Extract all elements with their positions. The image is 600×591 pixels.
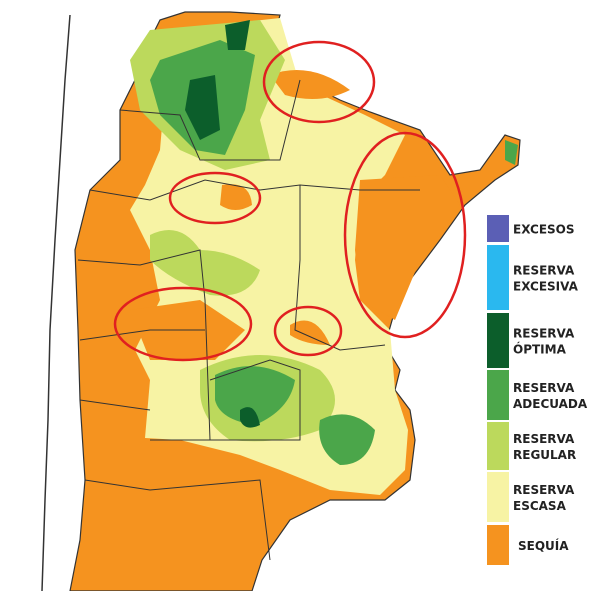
- legend-label: RESERVA: [513, 483, 575, 497]
- optimal-zone: [225, 20, 250, 50]
- legend-swatch: [487, 215, 509, 242]
- drought-patch: [355, 175, 460, 320]
- legend-label: EXCESIVA: [513, 280, 579, 294]
- legend-swatch: [487, 245, 509, 310]
- legend-swatch: [487, 525, 509, 565]
- drought-patch: [290, 320, 330, 345]
- legend: EXCESOSRESERVAEXCESIVARESERVAÓPTIMARESER…: [487, 215, 588, 565]
- legend-swatch: [487, 370, 509, 420]
- legend-swatch: [487, 422, 509, 470]
- adequate-zone: [215, 366, 295, 425]
- legend-label: RESERVA: [513, 381, 575, 395]
- optimal-zone: [185, 75, 220, 140]
- adequate-zone: [319, 414, 375, 465]
- chile-border: [41, 14, 71, 591]
- legend-label: REGULAR: [513, 448, 576, 462]
- drought-patch: [270, 70, 350, 99]
- legend-label: RESERVA: [513, 432, 575, 446]
- province-borders: [77, 79, 420, 561]
- drought-patch: [220, 184, 252, 210]
- optimal-zone: [240, 407, 260, 428]
- highlight-circles: [113, 40, 467, 362]
- legend-label: EXCESOS: [513, 223, 575, 237]
- legend-label: RESERVA: [513, 264, 575, 278]
- legend-label: ADECUADA: [513, 397, 588, 411]
- legend-label: SEQUÍA: [518, 538, 569, 553]
- legend-swatch: [487, 472, 509, 522]
- regular-zone: [150, 230, 260, 296]
- adequate-zone: [505, 140, 518, 165]
- legend-swatch: [487, 313, 509, 368]
- legend-label: ESCASA: [513, 499, 567, 513]
- legend-label: ÓPTIMA: [513, 342, 567, 357]
- legend-label: RESERVA: [513, 327, 575, 341]
